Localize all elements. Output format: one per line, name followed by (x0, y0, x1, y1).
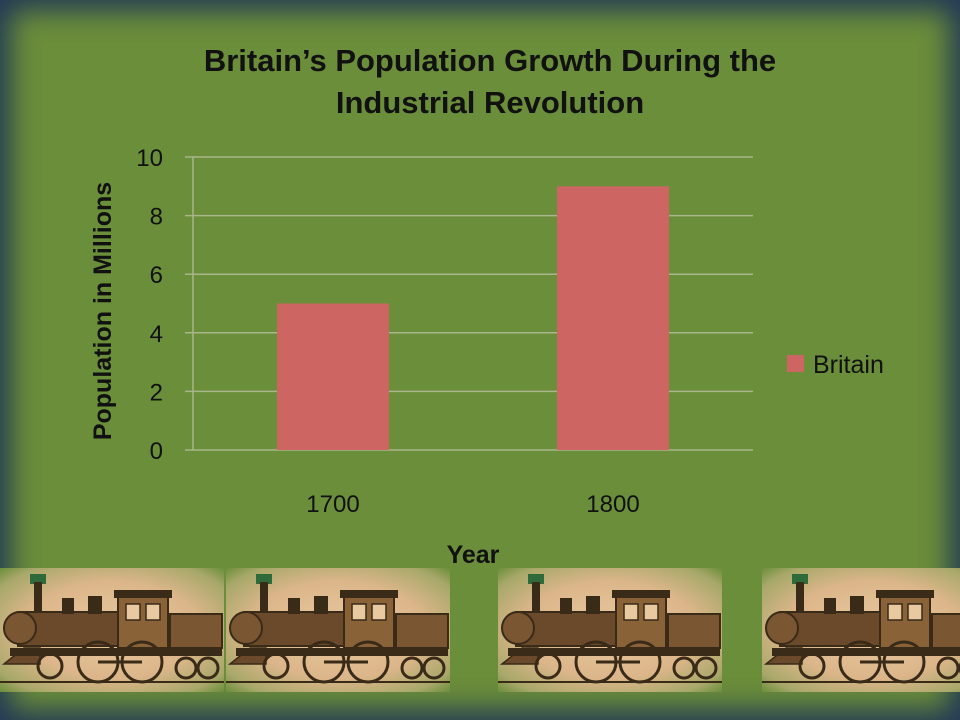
locomotive-drawing (498, 574, 722, 684)
chart-title-line-2: Industrial Revolution (335, 85, 645, 120)
locomotive-image (226, 568, 450, 692)
locomotive-drawing (762, 574, 960, 684)
x-tick-label: 1700 (306, 491, 359, 518)
bar-britain-1800 (557, 186, 669, 451)
bars-layer (277, 186, 669, 451)
y-tick-labels: 0 2 4 6 8 10 (136, 145, 163, 465)
locomotive-image-strip (0, 568, 960, 692)
y-tick-label: 4 (150, 321, 163, 348)
y-tick-label: 10 (136, 145, 163, 172)
chart-title-line-1: Britain’s Population Growth During the (203, 43, 777, 78)
y-tick-label: 6 (150, 262, 163, 289)
y-axis-title: Population in Millions (89, 182, 117, 440)
y-tick-label: 2 (150, 379, 163, 406)
locomotive-image (0, 568, 224, 692)
legend: Britain (787, 351, 884, 379)
locomotive-drawing (0, 574, 224, 684)
locomotive-drawing (226, 574, 450, 684)
legend-label: Britain (813, 351, 884, 379)
legend-swatch (787, 355, 804, 372)
bar-britain-1700 (277, 303, 389, 450)
x-axis-title: Year (447, 541, 500, 569)
x-tick-label: 1800 (586, 491, 639, 518)
x-tick-labels: 1700 1800 (306, 491, 639, 518)
locomotive-image (498, 568, 722, 692)
locomotive-image (762, 568, 960, 692)
y-tick-label: 0 (150, 438, 163, 465)
y-tick-label: 8 (150, 204, 163, 231)
chart-title: Britain’s Population Growth During the I… (90, 40, 890, 124)
